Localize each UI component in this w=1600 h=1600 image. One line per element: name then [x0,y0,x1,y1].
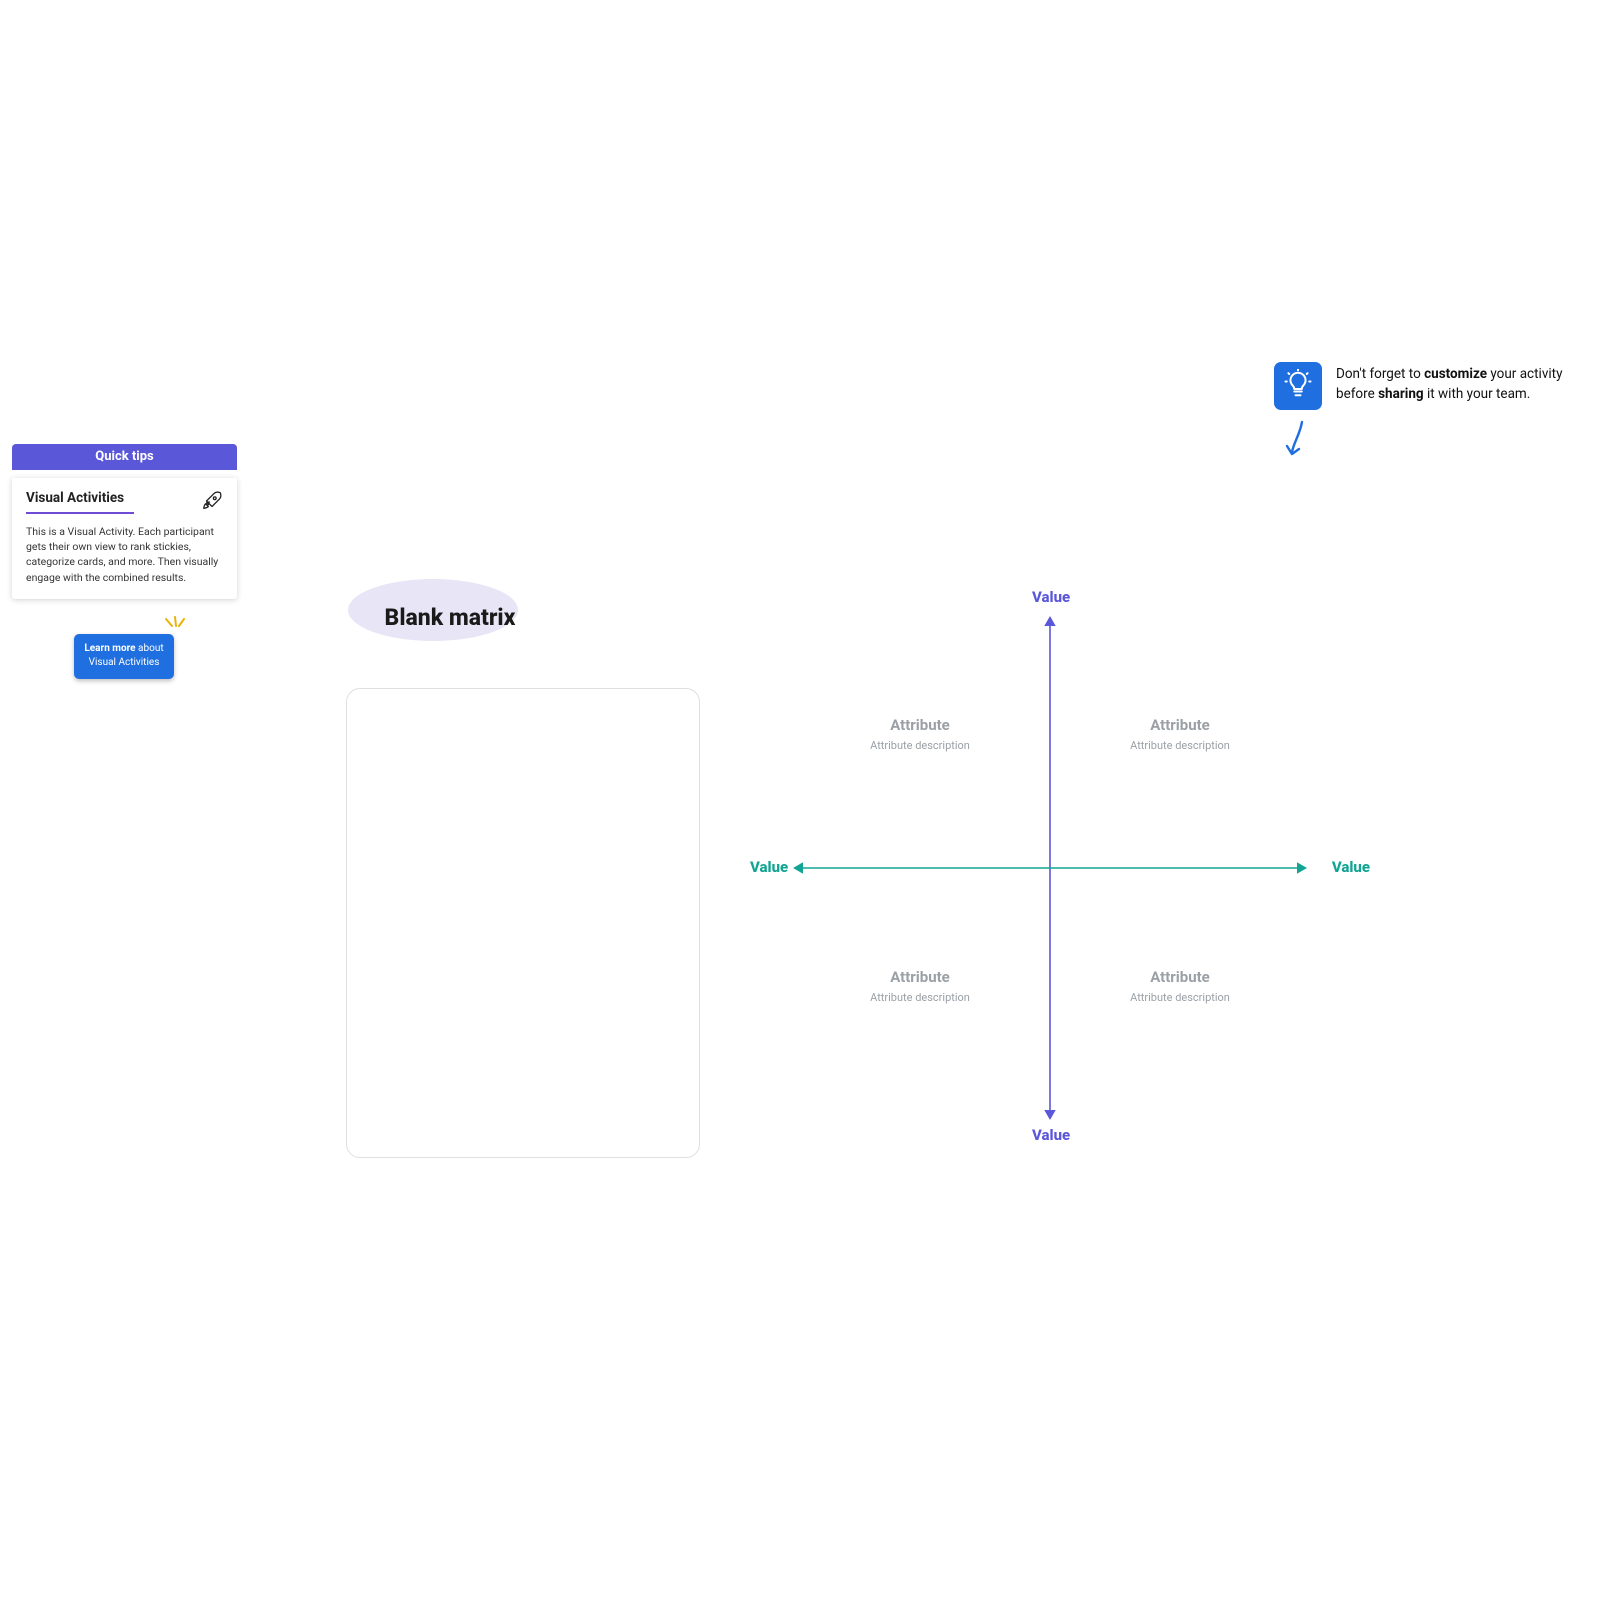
quadrant-title: Attribute [800,968,1040,986]
page-title: Blank matrix [350,591,550,631]
heading-underline [26,512,134,514]
spark-icon [162,616,188,634]
learn-more-rest: about [136,643,164,654]
axis-label-left[interactable]: Value [750,858,788,876]
quadrant-bottom-left[interactable]: Attribute Attribute description [800,968,1040,1004]
matrix-diagram[interactable]: Value Value Value Value Attribute Attrib… [750,588,1370,1148]
quadrant-title: Attribute [1060,716,1300,734]
axis-label-right[interactable]: Value [1332,858,1370,876]
quick-tips-header: Quick tips [12,444,237,470]
learn-more-line2: Visual Activities [89,657,160,668]
page-title-wrap: Blank matrix [350,591,550,631]
down-arrow-icon [1284,420,1310,460]
quadrant-title: Attribute [800,716,1040,734]
hint-text: Don't forget to customize your activity … [1336,362,1584,405]
matrix-axes [750,588,1370,1148]
axis-label-bottom[interactable]: Value [1032,1126,1070,1144]
quadrant-desc: Attribute description [1060,991,1300,1004]
quadrant-top-left[interactable]: Attribute Attribute description [800,716,1040,752]
blank-card[interactable] [346,688,700,1158]
axis-label-top[interactable]: Value [1032,588,1070,606]
quadrant-top-right[interactable]: Attribute Attribute description [1060,716,1300,752]
quadrant-bottom-right[interactable]: Attribute Attribute description [1060,968,1300,1004]
learn-more-strong: Learn more [84,643,135,654]
customize-hint: Don't forget to customize your activity … [1274,362,1584,410]
quadrant-desc: Attribute description [1060,739,1300,752]
quadrant-desc: Attribute description [800,739,1040,752]
tips-card-heading: Visual Activities [26,490,134,510]
quadrant-desc: Attribute description [800,991,1040,1004]
quick-tips-panel: Quick tips Visual Activities This is a V… [12,444,237,599]
learn-more-button[interactable]: Learn more about Visual Activities [74,634,174,679]
tips-card-body: This is a Visual Activity. Each particip… [26,524,223,585]
quick-tips-card: Visual Activities This is a Visual Activ… [12,478,237,599]
rocket-icon [201,490,223,512]
quadrant-title: Attribute [1060,968,1300,986]
lightbulb-icon-box [1274,362,1322,410]
lightbulb-icon [1283,369,1313,403]
